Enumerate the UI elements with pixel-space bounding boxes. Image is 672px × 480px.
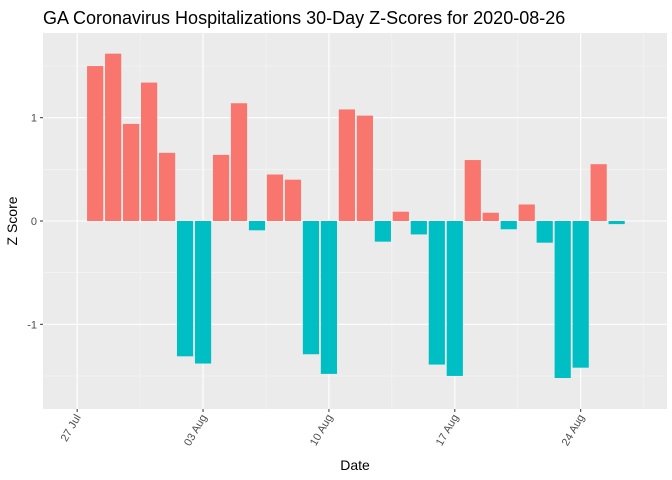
- bar-2020-08-17: [446, 221, 463, 376]
- x-tick-label: 24 Aug: [560, 413, 588, 449]
- y-tick-label: 0: [31, 216, 37, 228]
- bar-2020-08-06: [248, 221, 266, 231]
- bar-2020-08-05: [230, 103, 248, 221]
- y-tick-label: -1: [27, 319, 37, 331]
- y-axis-title: Z Score: [4, 196, 20, 245]
- bar-2020-08-26: [608, 221, 625, 225]
- bar-2020-08-23: [554, 221, 571, 379]
- bar-2020-08-02: [176, 221, 194, 357]
- y-axis: -1 0 1: [27, 113, 43, 331]
- bar-2020-08-25: [590, 164, 607, 221]
- bar-2020-07-30: [123, 123, 140, 221]
- bars: [87, 53, 625, 379]
- bar-2020-08-24: [572, 221, 589, 368]
- bar-2020-08-01: [158, 152, 176, 221]
- bar-2020-07-29: [105, 53, 122, 222]
- bar-2020-08-18: [464, 160, 481, 221]
- bar-2020-08-11: [338, 109, 355, 221]
- bar-2020-08-08: [284, 179, 302, 221]
- bar-2020-08-19: [482, 212, 499, 221]
- bar-2020-08-03: [194, 221, 212, 364]
- x-tick-label: 10 Aug: [308, 413, 336, 449]
- bar-2020-08-15: [410, 221, 427, 235]
- x-tick-label: 27 Jul: [59, 413, 84, 444]
- bar-2020-07-28: [87, 66, 104, 221]
- bar-2020-08-16: [428, 221, 445, 365]
- bar-2020-08-04: [212, 154, 230, 221]
- bar-2020-08-13: [374, 221, 391, 242]
- bar-2020-08-14: [392, 211, 409, 221]
- bar-2020-08-20: [500, 221, 517, 230]
- y-tick-label: 1: [31, 113, 37, 125]
- chart-title: GA Coronavirus Hospitalizations 30-Day Z…: [43, 8, 565, 28]
- bar-2020-08-10: [320, 221, 338, 374]
- x-tick-label: 03 Aug: [182, 413, 210, 449]
- bar-2020-07-31: [141, 82, 158, 221]
- x-tick-label: 17 Aug: [434, 413, 462, 449]
- bar-2020-08-21: [518, 204, 535, 221]
- x-axis-title: Date: [340, 457, 370, 473]
- bar-2020-08-07: [266, 174, 284, 221]
- bar-2020-08-12: [356, 115, 373, 221]
- bar-2020-08-22: [536, 221, 553, 243]
- x-axis: 27 Jul 03 Aug 10 Aug 17 Aug 24 Aug: [59, 409, 588, 449]
- bar-2020-08-09: [302, 221, 320, 355]
